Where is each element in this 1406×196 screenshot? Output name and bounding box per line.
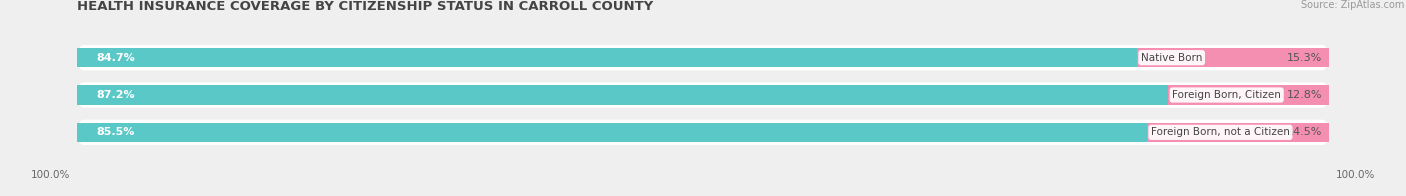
Bar xyxy=(77,85,1168,105)
Text: 100.0%: 100.0% xyxy=(31,170,70,180)
Bar xyxy=(1147,123,1329,142)
Text: Foreign Born, Citizen: Foreign Born, Citizen xyxy=(1173,90,1281,100)
Bar xyxy=(77,48,1137,67)
Legend: With Coverage, Without Coverage: With Coverage, Without Coverage xyxy=(595,194,811,196)
Text: 87.2%: 87.2% xyxy=(96,90,135,100)
Text: 85.5%: 85.5% xyxy=(96,127,135,137)
Text: 12.8%: 12.8% xyxy=(1286,90,1323,100)
Bar xyxy=(77,123,1147,142)
Text: 100.0%: 100.0% xyxy=(1336,170,1375,180)
Text: Source: ZipAtlas.com: Source: ZipAtlas.com xyxy=(1301,0,1405,10)
Text: Native Born: Native Born xyxy=(1140,53,1202,63)
Bar xyxy=(1168,85,1329,105)
FancyBboxPatch shape xyxy=(77,120,1329,145)
FancyBboxPatch shape xyxy=(77,82,1329,108)
Text: Foreign Born, not a Citizen: Foreign Born, not a Citizen xyxy=(1152,127,1289,137)
Text: 14.5%: 14.5% xyxy=(1286,127,1323,137)
Text: HEALTH INSURANCE COVERAGE BY CITIZENSHIP STATUS IN CARROLL COUNTY: HEALTH INSURANCE COVERAGE BY CITIZENSHIP… xyxy=(77,0,654,13)
FancyBboxPatch shape xyxy=(77,45,1329,70)
Bar xyxy=(1137,48,1329,67)
Text: 84.7%: 84.7% xyxy=(96,53,135,63)
Text: 15.3%: 15.3% xyxy=(1286,53,1323,63)
